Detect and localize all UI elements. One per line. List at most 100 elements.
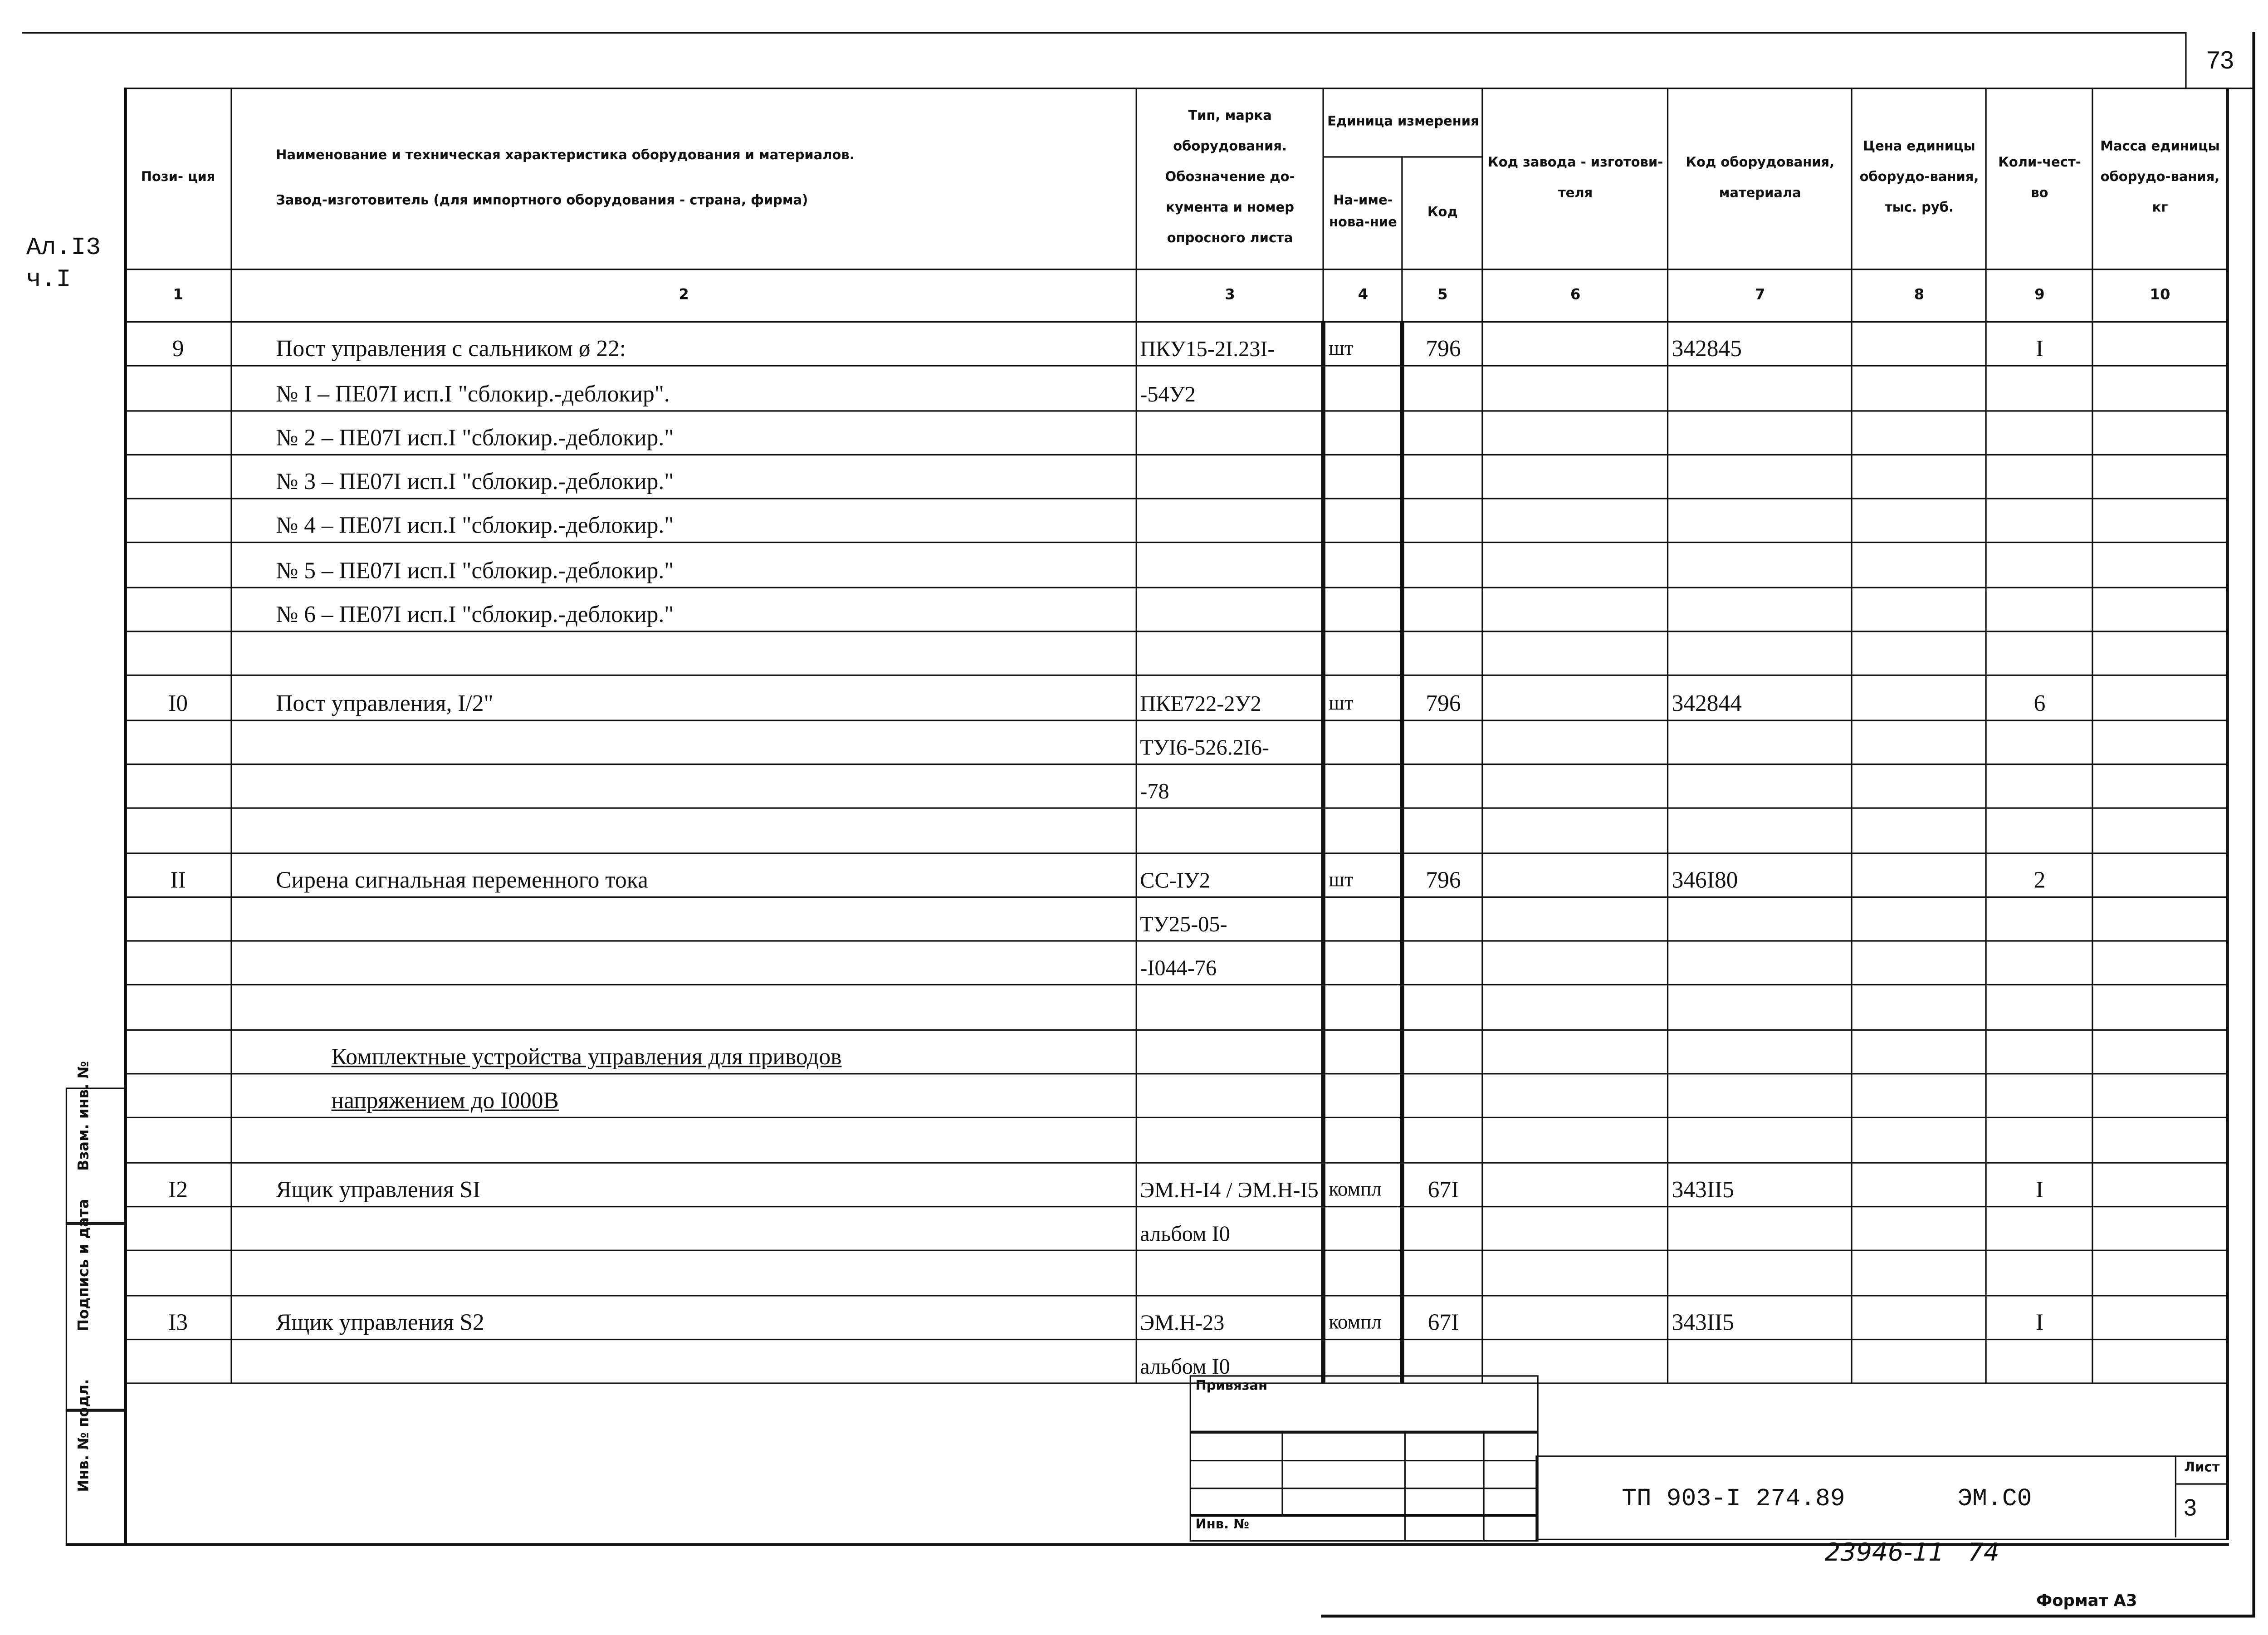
divider [1191,1460,1537,1462]
cell-unit-code [1400,454,1484,500]
cell-factory-code [1482,852,1669,898]
cell-unit-code: 796 [1400,321,1484,367]
table-row [124,984,2228,1031]
cell-unit-code [1400,896,1484,942]
cell-quantity [1985,1073,2094,1119]
cell-mass [2092,940,2228,986]
table-row: альбом I0 [124,1205,2228,1252]
cell-equipment-code [1667,1028,1853,1075]
cell-unit-name: шт [1321,852,1403,898]
cell-quantity [1985,1205,2094,1252]
table-row: ТУ25-05- [124,896,2228,942]
handwritten-note: 23946-11 74 [1824,1538,1999,1568]
cell-factory-code [1482,586,1669,632]
cell-unit-code [1400,631,1484,677]
cell-position [124,1250,232,1296]
cell-type [1135,586,1325,632]
cell-factory-code [1482,675,1669,721]
cell-name: Ящик управления SI [230,1161,1137,1208]
cell-equipment-code [1667,409,1853,455]
stamp-original-inv: Инв. № подл. [65,1379,127,1546]
inv-no-label: Инв. № [1195,1518,1250,1533]
cell-equipment-code [1667,365,1853,411]
cell-price [1851,852,1987,898]
cell-position [124,586,232,632]
cell-type [1135,498,1325,544]
cell-position [124,409,232,455]
divider [1191,1430,1537,1434]
cell-mass [2092,1250,2228,1296]
cell-quantity [1985,984,2094,1031]
designation: ТП 903-I 274.89 [1622,1486,1845,1514]
linked-block: Привязан Инв. № [1189,1375,1539,1542]
cell-position: II [124,852,232,898]
cell-mass [2092,542,2228,588]
cell-factory-code [1482,631,1669,677]
table-row: I0 Пост управления, I/2" ПКЕ722-2У2 шт 796 34… [124,675,2228,721]
cell-mass [2092,454,2228,500]
cell-name [230,1338,1137,1385]
cell-type [1135,454,1325,500]
header-factory-code: Код завода - изготови-теля [1482,88,1669,270]
cell-unit-name [1321,1028,1403,1075]
cell-unit-name [1321,763,1403,809]
cell-equipment-code [1667,984,1853,1031]
cell-price [1851,1205,1987,1252]
table-row: № 3 – ПЕ07I исп.I "сблокир.-деблокир." [124,454,2228,500]
cell-equipment-code [1667,1205,1853,1252]
cell-factory-code [1482,808,1669,854]
cell-position: I3 [124,1294,232,1340]
cell-name [230,1250,1137,1296]
cell-equipment-code [1667,719,1853,765]
header-name: Наименование и техническая характеристик… [230,88,1137,270]
table-row: № 4 – ПЕ07I исп.I "сблокир.-деблокир." [124,498,2228,544]
cell-type [1135,984,1325,1031]
cell-mass [2092,631,2228,677]
cell-quantity [1985,896,2094,942]
cell-equipment-code [1667,454,1853,500]
cell-factory-code [1482,1117,1669,1163]
cell-price [1851,763,1987,809]
cell-quantity [1985,940,2094,986]
cell-unit-name: компл [1321,1294,1403,1340]
cell-mass [2092,321,2228,367]
cell-factory-code [1482,1073,1669,1119]
cell-factory-code [1482,1294,1669,1340]
cell-price [1851,1028,1987,1075]
cell-unit-code [1400,763,1484,809]
cell-price [1851,498,1987,544]
cell-type: -54У2 [1135,365,1325,411]
cell-quantity: I [1985,1294,2094,1340]
cell-price [1851,719,1987,765]
cell-name: № I – ПЕ07I исп.I "сблокир.-деблокир". [230,365,1137,411]
cell-factory-code [1482,984,1669,1031]
divider [1404,1430,1406,1540]
cell-quantity: I [1985,321,2094,367]
cell-position [124,984,232,1031]
cell-type [1135,1028,1325,1075]
cell-equipment-code: 342844 [1667,675,1853,721]
cell-type [1135,1250,1325,1296]
cell-unit-name [1321,1117,1403,1163]
cell-unit-code: 67I [1400,1294,1484,1340]
cell-name: Сирена сигнальная переменного тока [230,852,1137,898]
table-row: ТУI6-526.2I6- [124,719,2228,765]
cell-factory-code [1482,365,1669,411]
table-row: № 5 – ПЕ07I исп.I "сблокир.-деблокир." [124,542,2228,588]
cell-mass [2092,365,2228,411]
cell-equipment-code [1667,940,1853,986]
cell-type: -I044-76 [1135,940,1325,986]
cell-mass [2092,808,2228,854]
cell-equipment-code [1667,498,1853,544]
cell-price [1851,321,1987,367]
cell-unit-code [1400,365,1484,411]
cell-price [1851,896,1987,942]
cell-name: Пост управления с сальником ø 22: [230,321,1137,367]
cell-unit-name [1321,719,1403,765]
cell-position [124,1028,232,1075]
table-row [124,1250,2228,1296]
cell-type [1135,409,1325,455]
cell-name [230,631,1137,677]
document-code: ЭМ.С0 [1957,1486,2032,1514]
cell-position [124,1338,232,1385]
